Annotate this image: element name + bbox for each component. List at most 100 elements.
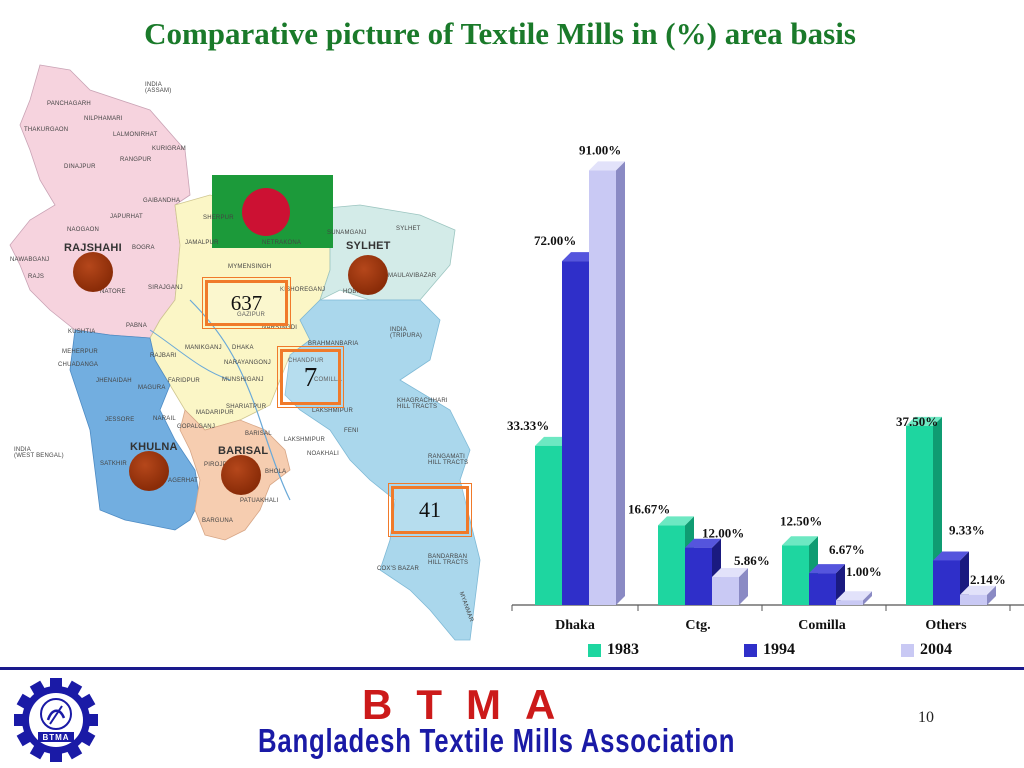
map-label: SIRAJGANJ xyxy=(148,285,183,291)
map-label: RAJBARI xyxy=(150,353,177,359)
map-label: HOBI xyxy=(343,289,359,295)
data-label-2004-Ctg.: 5.86% xyxy=(734,553,770,568)
map-label: RAJSHAHI xyxy=(64,242,122,254)
btma-acronym: BTMA xyxy=(362,681,580,728)
chart-legend: 1983 1994 2004 xyxy=(580,641,1010,665)
map-label: SYLHET xyxy=(346,240,391,252)
bar-top-1983-Others xyxy=(906,416,942,426)
data-label-1983-Ctg.: 16.67% xyxy=(628,501,670,516)
bar-1994-Dhaka xyxy=(562,261,589,605)
map-label: KHAGRACHHARI HILL TRACTS xyxy=(397,398,448,410)
bar-chart: 33.33% 72.00% 91.00% Dhaka 16.67% 12.00% 5.86%… xyxy=(470,80,1024,670)
map-label: NARAIL xyxy=(153,416,176,422)
bar-side-2004-Comilla xyxy=(863,591,872,605)
btma-logo-gear: BTMA xyxy=(10,674,102,766)
bar-2004-Dhaka xyxy=(589,170,616,605)
region-khulna xyxy=(69,329,201,531)
map-label: JAMALPUR xyxy=(185,240,219,246)
bar-1994-Comilla xyxy=(809,573,836,605)
bar-top-1994-Comilla xyxy=(809,564,845,574)
map-label: NARSINGDI xyxy=(262,325,298,331)
map-label: JAPURHAT xyxy=(110,214,143,220)
data-label-1983-Comilla: 12.50% xyxy=(780,513,822,528)
bar-top-1994-Others xyxy=(933,551,969,561)
map-label: SUNAMGANJ xyxy=(327,230,367,236)
map-label: BHOLA xyxy=(265,469,287,475)
map-label: SHERPUR xyxy=(203,215,234,221)
legend-swatch-1983 xyxy=(588,643,601,657)
bar-1983-Comilla xyxy=(782,545,809,605)
map-label: NAOGAON xyxy=(67,227,100,233)
bar-side-2004-Dhaka xyxy=(616,161,625,605)
bar-2004-Ctg. xyxy=(712,577,739,605)
map-label: NAWABGANJ xyxy=(10,257,50,263)
map-label: DHAKA xyxy=(232,345,254,351)
count-chittagong: 41 xyxy=(419,497,441,522)
map-label: RANGAMATI HILL TRACTS xyxy=(428,454,469,466)
bar-top-1994-Ctg. xyxy=(685,538,721,548)
data-label-1994-Others: 9.33% xyxy=(949,522,985,537)
marker-sylhet xyxy=(348,255,388,295)
data-label-1994-Comilla: 6.67% xyxy=(829,542,865,557)
map-label: PIROJPUR xyxy=(204,462,236,468)
map-label: NOAKHALI xyxy=(307,451,339,457)
map-label: KHULNA xyxy=(130,441,178,453)
map-label: CHUADANGA xyxy=(58,362,99,368)
x-tick-label-Comilla: Comilla xyxy=(798,618,845,633)
page-number: 10 xyxy=(918,709,934,726)
map-label: NILPHAMARI xyxy=(84,116,123,122)
bar-1994-Ctg. xyxy=(685,547,712,605)
bar-side-2004-Ctg. xyxy=(739,568,748,605)
map-label: BRAHMANBARIA xyxy=(308,341,359,347)
map-label: INDIA (ASSAM) xyxy=(145,82,172,94)
data-label-1994-Dhaka: 72.00% xyxy=(534,233,576,248)
map-label: MEHERPUR xyxy=(62,349,98,355)
map-label: LAKSHMIPUR xyxy=(312,408,354,414)
map-label: MANIKGANJ xyxy=(185,345,222,351)
count-box-comilla: 7 xyxy=(277,346,344,408)
region-chittagong xyxy=(284,299,481,641)
map-label: JHENAIDAH xyxy=(96,378,132,384)
legend-item-1994: 1994 xyxy=(744,641,795,659)
map-label: BARISAL xyxy=(218,445,269,457)
map-label: NATORE xyxy=(100,289,126,295)
map-label: SYLHET xyxy=(396,226,421,232)
count-box-dhaka: 637 xyxy=(202,277,291,329)
map-label: KISHOREGANJ xyxy=(280,287,326,293)
bangladesh-map: INDIA (ASSAM) PANCHAGARH NILPHAMARI THAKURG… xyxy=(0,60,500,665)
x-tick-label-Ctg.: Ctg. xyxy=(685,618,710,633)
map-label: KURIGRAM xyxy=(152,146,186,152)
map-regions xyxy=(9,64,481,641)
map-label: INDIA (TRIPURA) xyxy=(390,327,423,339)
map-label: GAIBANDHA xyxy=(143,198,181,204)
data-label-2004-Others: 2.14% xyxy=(970,572,1006,587)
map-label: GAZIPUR xyxy=(237,312,266,318)
x-tick-label-Dhaka: Dhaka xyxy=(555,618,595,633)
map-label: AGERHAT xyxy=(168,478,198,484)
bangladesh-flag xyxy=(212,175,333,248)
data-label-2004-Comilla: 1.00% xyxy=(846,564,882,579)
map-label: INDIA (WEST BENGAL) xyxy=(14,447,64,459)
count-comilla: 7 xyxy=(303,361,318,392)
legend-label-1983: 1983 xyxy=(607,641,639,658)
data-label-1994-Ctg.: 12.00% xyxy=(702,526,744,541)
bar-top-2004-Dhaka xyxy=(589,161,625,171)
flag-disc xyxy=(242,188,290,236)
bar-1983-Others xyxy=(906,425,933,605)
map-label: NETRAKONA xyxy=(262,240,302,246)
map-label: MAULAVIBAZAR xyxy=(388,273,437,279)
map-label: MAGURA xyxy=(138,385,166,391)
map-label: THAKURGAON xyxy=(24,127,69,133)
marker-khulna xyxy=(129,451,169,491)
map-label: JESSORE xyxy=(105,417,135,423)
slide-title: Comparative picture of Textile Mills in … xyxy=(144,16,856,51)
chart-svg: 33.33% 72.00% 91.00% Dhaka 16.67% 12.00% 5.86%… xyxy=(507,142,1024,633)
bar-top-2004-Ctg. xyxy=(712,568,748,578)
bar-top-2004-Others xyxy=(960,585,996,595)
map-label: GOPALGANJ xyxy=(177,424,216,430)
legend-item-2004: 2004 xyxy=(901,641,952,659)
map-label: COMILLA xyxy=(314,377,342,383)
legend-swatch-2004 xyxy=(901,643,914,657)
map-label: COX'S BAZAR xyxy=(377,566,420,572)
bar-1994-Others xyxy=(933,560,960,605)
